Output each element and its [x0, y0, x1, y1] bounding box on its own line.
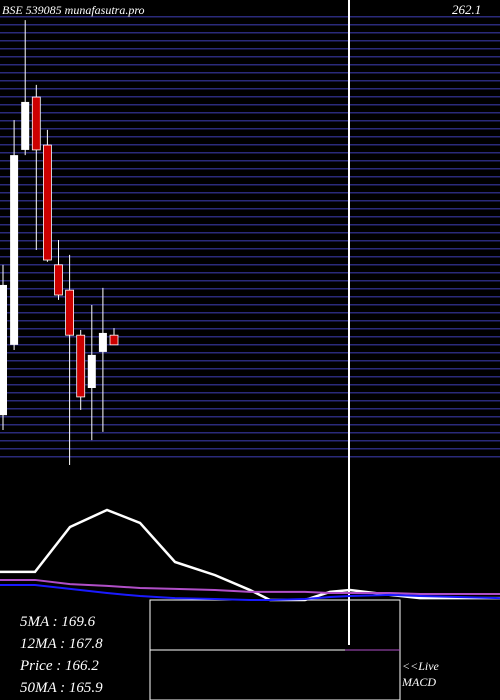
- candle-body: [54, 264, 63, 296]
- candle-body: [43, 144, 52, 261]
- candle-body: [87, 354, 96, 388]
- candle-body: [31, 96, 41, 151]
- background-grid: [0, 14, 500, 464]
- panel-label: MACD: [401, 675, 436, 689]
- candle-body: [10, 155, 19, 345]
- candle-body: [65, 289, 74, 336]
- stat: 5MA : 169.6: [20, 614, 96, 630]
- stat: Price : 166.2: [19, 658, 99, 674]
- candle-body: [109, 334, 119, 346]
- macd-line: [0, 584, 500, 601]
- candle-body: [76, 334, 86, 398]
- live-label: <<Live: [402, 659, 440, 673]
- stat: 12MA : 167.8: [20, 636, 103, 652]
- candle-body: [98, 332, 107, 352]
- candle-body: [21, 101, 30, 150]
- candle-body: [0, 284, 7, 416]
- macd-line: [0, 578, 500, 595]
- chart-title: BSE 539085 munafasutra.pro: [2, 3, 145, 17]
- macd-line: [0, 508, 500, 602]
- price-label: 262.1: [452, 2, 481, 17]
- stat: 50MA : 165.9: [20, 680, 103, 696]
